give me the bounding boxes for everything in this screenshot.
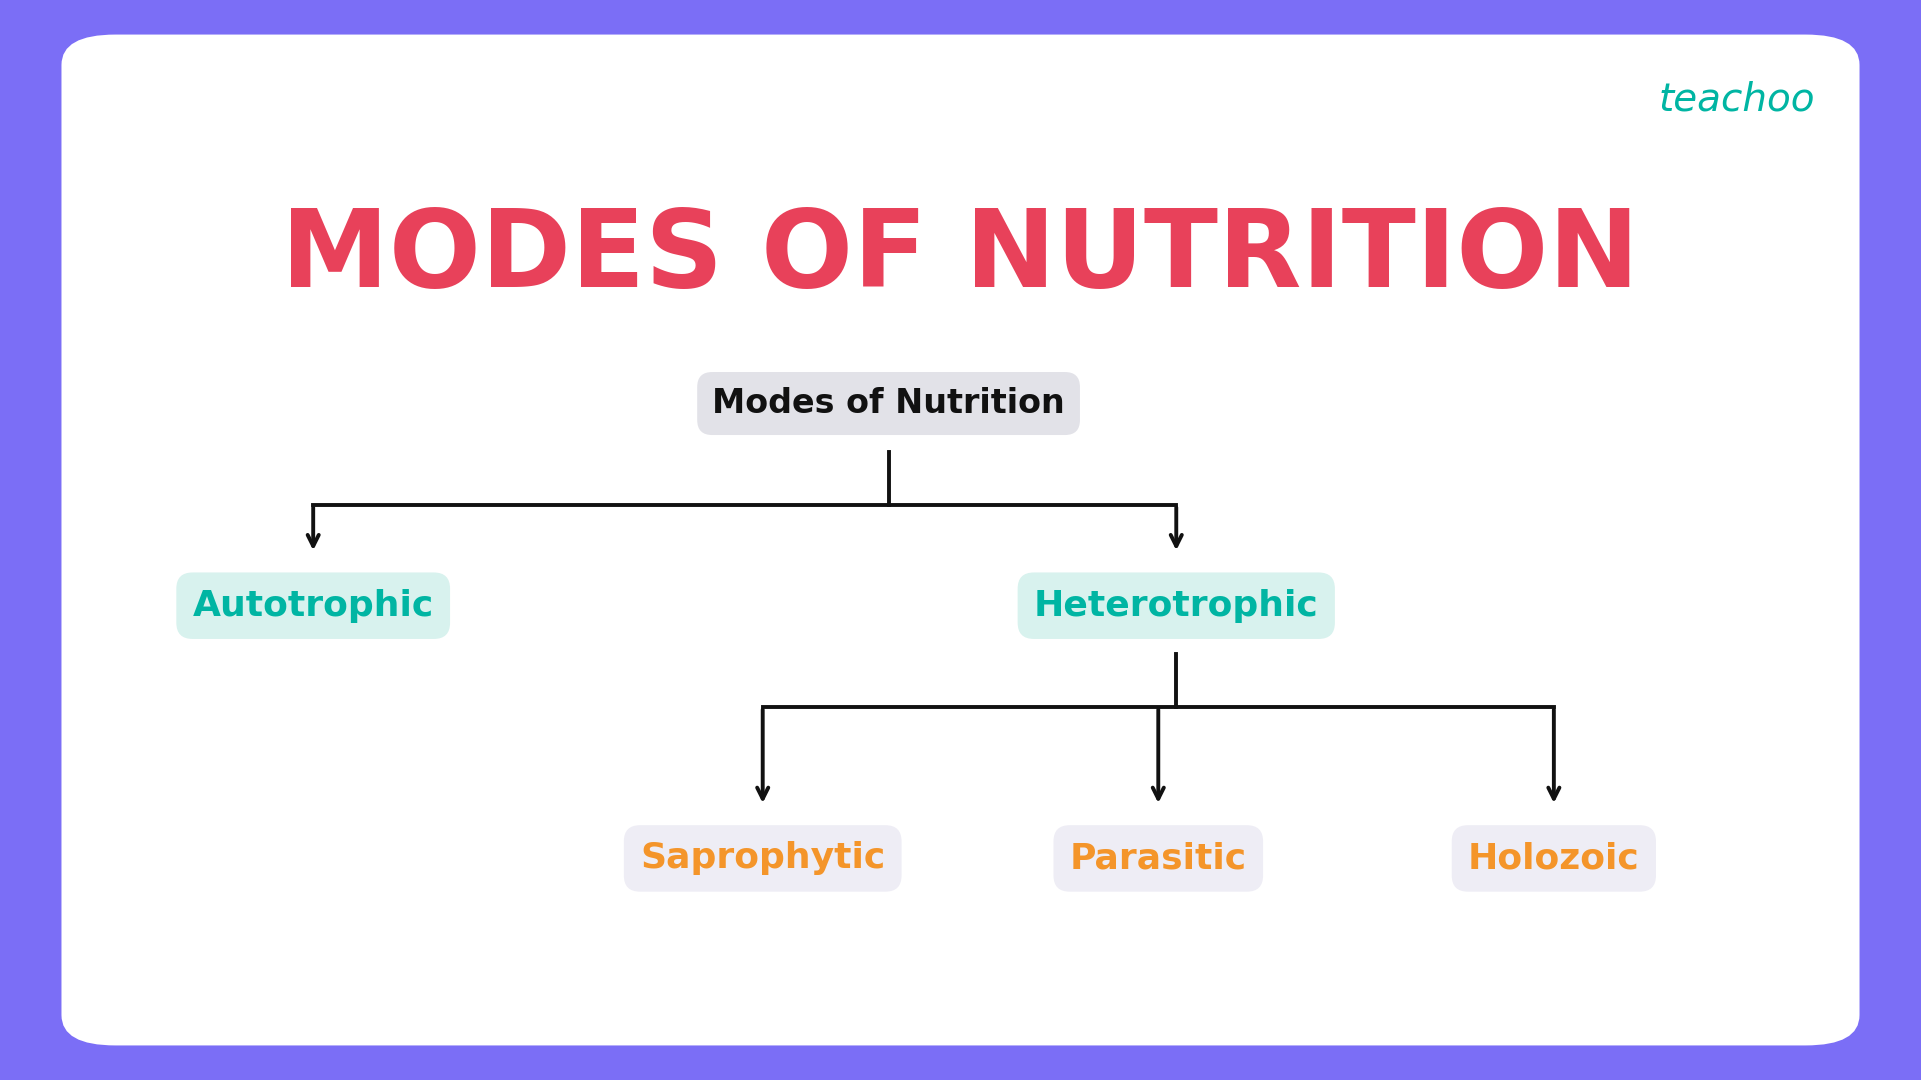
Text: Saprophytic: Saprophytic xyxy=(640,841,886,876)
Text: Heterotrophic: Heterotrophic xyxy=(1033,589,1318,623)
Text: MODES OF NUTRITION: MODES OF NUTRITION xyxy=(280,204,1641,310)
Text: teachoo: teachoo xyxy=(1658,80,1815,118)
Text: Modes of Nutrition: Modes of Nutrition xyxy=(713,387,1064,420)
Text: Parasitic: Parasitic xyxy=(1070,841,1247,876)
FancyBboxPatch shape xyxy=(61,35,1860,1045)
Text: Holozoic: Holozoic xyxy=(1468,841,1641,876)
Text: Autotrophic: Autotrophic xyxy=(192,589,434,623)
